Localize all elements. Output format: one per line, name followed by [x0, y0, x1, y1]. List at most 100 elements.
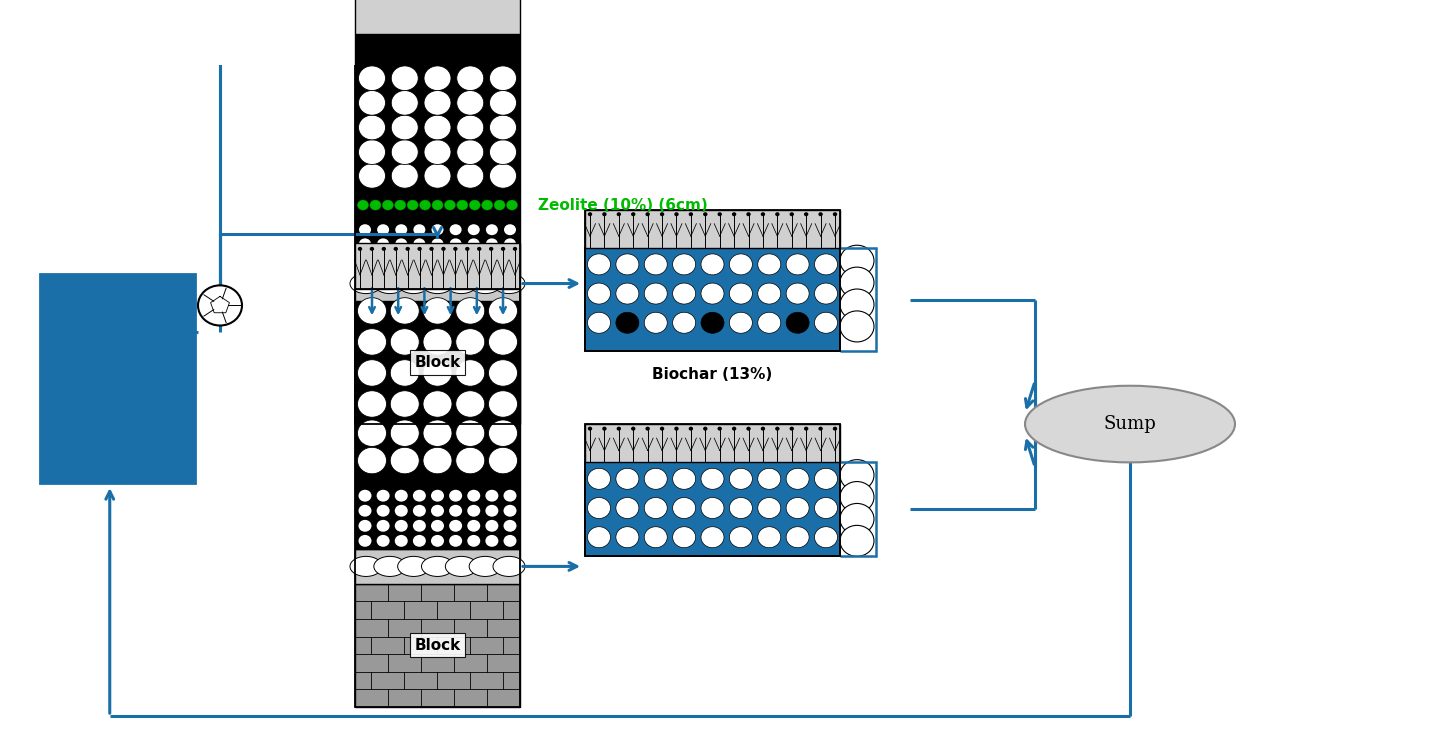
Circle shape: [839, 525, 874, 557]
Circle shape: [425, 164, 450, 188]
Circle shape: [359, 224, 370, 235]
Circle shape: [456, 200, 468, 210]
Circle shape: [616, 497, 639, 518]
Circle shape: [456, 328, 485, 355]
Circle shape: [489, 420, 518, 447]
Circle shape: [456, 447, 485, 473]
Circle shape: [378, 239, 389, 249]
Circle shape: [701, 283, 724, 304]
Circle shape: [395, 224, 408, 235]
Circle shape: [659, 212, 665, 216]
Circle shape: [616, 468, 639, 489]
Circle shape: [839, 482, 874, 512]
Circle shape: [495, 200, 505, 210]
Circle shape: [815, 283, 838, 304]
Bar: [355, 218, 521, 266]
Ellipse shape: [469, 274, 500, 293]
Circle shape: [616, 283, 639, 304]
Circle shape: [704, 426, 708, 431]
Circle shape: [775, 212, 779, 216]
Circle shape: [376, 505, 389, 517]
Circle shape: [500, 247, 505, 251]
Circle shape: [815, 497, 838, 518]
Circle shape: [787, 468, 809, 489]
Ellipse shape: [445, 557, 478, 577]
Circle shape: [718, 212, 722, 216]
Circle shape: [645, 527, 668, 548]
Circle shape: [413, 224, 425, 235]
Text: Zeolite (10%) (6cm): Zeolite (10%) (6cm): [538, 197, 708, 212]
Circle shape: [395, 239, 408, 249]
Circle shape: [729, 497, 752, 518]
Circle shape: [729, 527, 752, 548]
Ellipse shape: [469, 557, 500, 577]
Circle shape: [358, 247, 362, 251]
Circle shape: [390, 298, 419, 324]
Bar: [355, 289, 521, 707]
Circle shape: [432, 200, 443, 210]
Circle shape: [602, 212, 606, 216]
Circle shape: [382, 247, 386, 251]
Circle shape: [815, 312, 838, 334]
Circle shape: [839, 245, 874, 276]
Circle shape: [503, 535, 516, 547]
Circle shape: [359, 535, 372, 547]
Bar: [585, 424, 839, 462]
Circle shape: [789, 212, 794, 216]
Bar: [355, 34, 521, 424]
Circle shape: [442, 247, 446, 251]
Circle shape: [358, 390, 386, 417]
Circle shape: [616, 212, 621, 216]
Circle shape: [588, 497, 611, 518]
Circle shape: [453, 247, 458, 251]
Circle shape: [449, 239, 462, 249]
Bar: [355, 191, 521, 218]
Circle shape: [645, 312, 668, 334]
Circle shape: [489, 140, 516, 165]
Circle shape: [430, 520, 443, 532]
Circle shape: [395, 253, 408, 263]
Circle shape: [818, 426, 822, 431]
Ellipse shape: [445, 274, 478, 293]
Ellipse shape: [493, 557, 525, 577]
Circle shape: [408, 200, 418, 210]
Circle shape: [746, 212, 751, 216]
Circle shape: [489, 66, 516, 91]
Circle shape: [486, 224, 498, 235]
Ellipse shape: [373, 557, 406, 577]
Circle shape: [445, 200, 455, 210]
Circle shape: [456, 390, 485, 417]
Circle shape: [370, 247, 375, 251]
Circle shape: [832, 426, 837, 431]
Circle shape: [506, 200, 518, 210]
Bar: [355, 549, 521, 583]
Circle shape: [392, 91, 418, 115]
Circle shape: [729, 283, 752, 304]
Circle shape: [359, 520, 372, 532]
Circle shape: [672, 527, 695, 548]
Text: Block: Block: [415, 638, 460, 653]
Circle shape: [413, 520, 426, 532]
Circle shape: [478, 247, 482, 251]
Circle shape: [675, 212, 679, 216]
Circle shape: [485, 520, 499, 532]
Circle shape: [839, 289, 874, 320]
Circle shape: [645, 426, 649, 431]
Circle shape: [469, 200, 480, 210]
Circle shape: [489, 447, 518, 473]
Circle shape: [729, 312, 752, 334]
Circle shape: [468, 253, 479, 263]
Circle shape: [456, 91, 483, 115]
Circle shape: [588, 426, 592, 431]
Circle shape: [395, 535, 408, 547]
Circle shape: [787, 527, 809, 548]
Circle shape: [758, 254, 781, 275]
Circle shape: [602, 426, 606, 431]
Circle shape: [413, 505, 426, 517]
Circle shape: [449, 490, 462, 502]
Circle shape: [758, 468, 781, 489]
Circle shape: [449, 520, 462, 532]
Bar: [355, 583, 521, 707]
Circle shape: [197, 286, 242, 325]
Circle shape: [839, 503, 874, 535]
